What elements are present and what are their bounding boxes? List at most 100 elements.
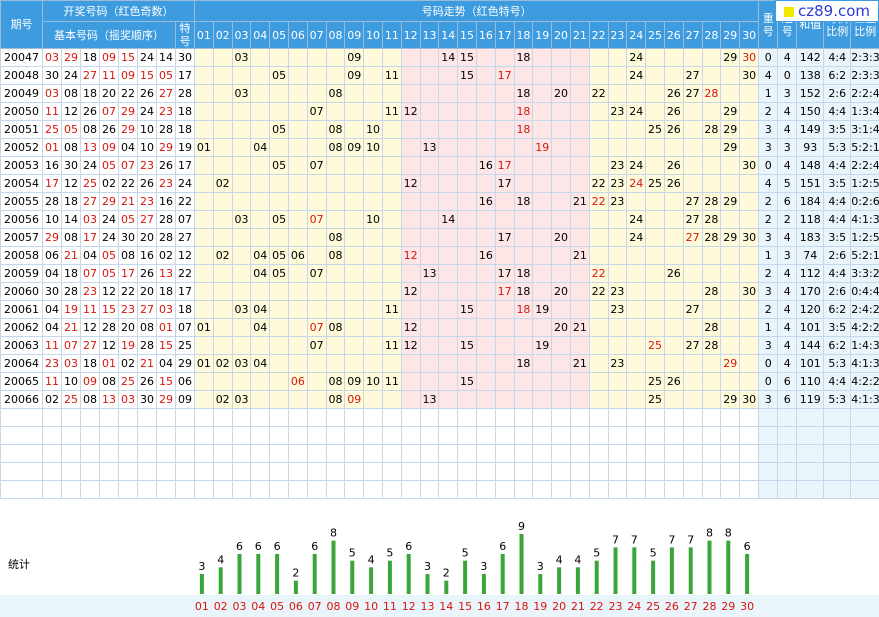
- empty-cell: [701, 462, 722, 481]
- trend-cell: 11: [381, 66, 402, 85]
- empty-cell: [796, 426, 825, 445]
- empty-cell: [850, 444, 879, 463]
- trend-cell: 21: [569, 354, 590, 373]
- empty-cell: [42, 480, 62, 499]
- trend-cell: [194, 192, 214, 211]
- header-number-24: 24: [626, 21, 647, 49]
- consecutive-cell: 4: [777, 354, 798, 373]
- trend-cell: 11: [381, 300, 402, 319]
- empty-cell: [513, 480, 534, 499]
- header-repeat: 重号: [758, 0, 779, 49]
- trend-cell: [626, 300, 647, 319]
- empty-cell: [325, 444, 346, 463]
- frequency-value-label: 4: [368, 553, 375, 566]
- empty-cell: [269, 426, 289, 445]
- trend-cell: 03: [231, 300, 252, 319]
- trend-cell: [513, 390, 534, 409]
- empty-cell: [194, 480, 214, 499]
- trend-cell: [438, 84, 459, 103]
- basic-number-cell: 02: [42, 390, 62, 409]
- trend-cell: 30: [739, 390, 760, 409]
- empty-cell: [494, 444, 515, 463]
- trend-cell: 08: [325, 246, 346, 265]
- trend-cell: 30: [739, 48, 760, 67]
- trend-cell: 27: [682, 210, 703, 229]
- trend-cell: 16: [475, 192, 496, 211]
- empty-cell: [231, 462, 252, 481]
- trend-cell: 26: [663, 102, 684, 121]
- basic-number-cell: 02: [156, 246, 176, 265]
- trend-cell: [569, 102, 590, 121]
- frequency-value-label: 3: [198, 560, 205, 573]
- empty-cell: [850, 480, 879, 499]
- trend-cell: [287, 102, 308, 121]
- basic-number-cell: 09: [80, 372, 100, 391]
- trend-cell: [588, 300, 609, 319]
- basic-number-cell: 05: [156, 66, 176, 85]
- trend-cell: [419, 156, 440, 175]
- frequency-category-label: 18: [515, 600, 529, 613]
- trend-cell: 22: [588, 84, 609, 103]
- trend-cell: [231, 138, 252, 157]
- trend-cell: 20: [551, 228, 571, 247]
- basic-number-cell: 07: [61, 336, 81, 355]
- special-number-cell: 30: [175, 48, 195, 67]
- empty-cell: [194, 408, 214, 427]
- special-number-cell: 28: [175, 84, 195, 103]
- frequency-value-label: 2: [443, 567, 450, 580]
- trend-cell: [344, 246, 365, 265]
- frequency-category-label: 17: [496, 600, 510, 613]
- trend-cell: [551, 102, 571, 121]
- trend-cell: [663, 228, 684, 247]
- trend-cell: [363, 102, 383, 121]
- basic-number-cell: 22: [118, 84, 138, 103]
- basic-number-cell: 08: [137, 318, 157, 337]
- empty-cell: [588, 462, 609, 481]
- trend-cell: 09: [344, 390, 365, 409]
- trend-cell: [701, 372, 722, 391]
- special-number-cell: 09: [175, 390, 195, 409]
- trend-cell: [400, 228, 421, 247]
- three-zone-cell: 0:2:6: [850, 192, 879, 211]
- trend-cell: 12: [400, 102, 421, 121]
- empty-cell: [796, 444, 825, 463]
- basic-number-cell: 01: [99, 354, 119, 373]
- empty-cell: [99, 462, 119, 481]
- frequency-category-label: 12: [402, 600, 416, 613]
- basic-number-cell: 15: [156, 372, 176, 391]
- basic-number-cell: 29: [118, 120, 138, 139]
- trend-cell: [475, 102, 496, 121]
- trend-cell: [381, 120, 402, 139]
- trend-cell: 18: [513, 120, 534, 139]
- empty-cell: [739, 408, 760, 427]
- trend-cell: [287, 120, 308, 139]
- trend-cell: [551, 120, 571, 139]
- period-cell: 20049: [0, 84, 43, 103]
- trend-cell: 13: [419, 390, 440, 409]
- frequency-category-label: 15: [458, 600, 472, 613]
- frequency-bar-24: [632, 547, 637, 594]
- empty-cell: [682, 462, 703, 481]
- empty-cell: [569, 462, 590, 481]
- empty-cell: [758, 408, 779, 427]
- period-cell: 20062: [0, 318, 43, 337]
- three-zone-cell: 2:3:3: [850, 48, 879, 67]
- basic-number-cell: 17: [80, 228, 100, 247]
- empty-cell: [212, 462, 233, 481]
- empty-cell: [777, 408, 798, 427]
- empty-cell: [0, 426, 43, 445]
- trend-cell: [626, 192, 647, 211]
- empty-cell: [419, 408, 440, 427]
- header-number-28: 28: [701, 21, 722, 49]
- trend-cell: [381, 246, 402, 265]
- trend-cell: [569, 138, 590, 157]
- basic-number-cell: 12: [99, 282, 119, 301]
- trend-cell: 24: [626, 174, 647, 193]
- trend-cell: [532, 120, 553, 139]
- trend-table: 期号 开奖号码（红色奇数） 号码走势（红色特号） 重号 连号 和值 奇偶比例 三…: [0, 0, 879, 499]
- repeat-cell: 2: [758, 300, 779, 319]
- trend-cell: [457, 138, 477, 157]
- trend-cell: [663, 336, 684, 355]
- trend-cell: [381, 264, 402, 283]
